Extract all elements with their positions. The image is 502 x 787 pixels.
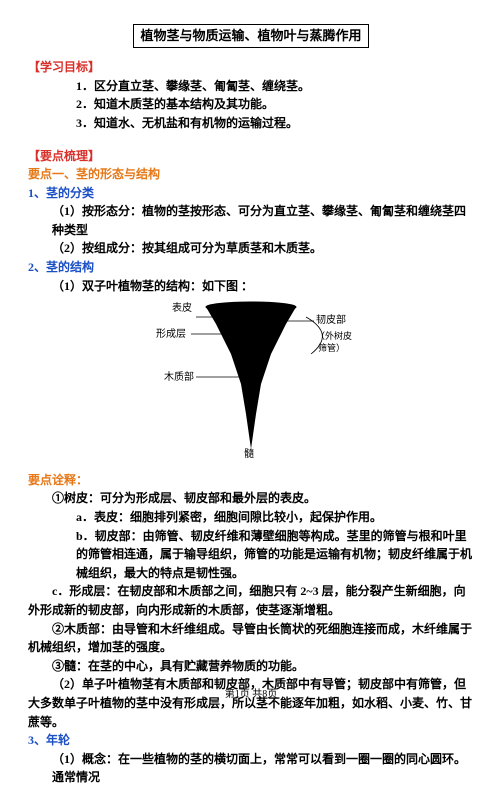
exp-p7: （2）单子叶植物茎有木质部和韧皮部，木质部中有导管；韧皮部中有筛管，但大多数单子… xyxy=(28,675,474,731)
exp-p6: ③髓：在茎的中心，具有贮藏营养物质的功能。 xyxy=(28,657,474,676)
objective-3: 3．知道水、无机盐和有机物的运输过程。 xyxy=(28,114,474,133)
label-bottom: 髓 xyxy=(244,447,254,459)
label-leftlow: 木质部 xyxy=(164,370,194,383)
exp-p2: a．表皮：细胞排列紧密，细胞间隙比较小，起保护作用。 xyxy=(28,508,474,527)
sec1-num: 1、 xyxy=(28,186,46,200)
sec1-title: 1、茎的分类 xyxy=(28,184,474,203)
label-rtop: 韧皮部 xyxy=(316,313,346,326)
exp-p3: b．韧皮部：由筛管、韧皮纤维和薄壁细胞等构成。茎里的筛管与根和叶里的筛管相连通，… xyxy=(28,527,474,583)
exp-p1: ①树皮：可分为形成层、韧皮部和最外层的表皮。 xyxy=(28,489,474,508)
page-title: 植物茎与物质运输、植物叶与蒸腾作用 xyxy=(133,24,368,48)
obj3-text: 知道水、无机盐和有机物的运输过程。 xyxy=(94,116,298,130)
label-rmid2: 筛管） xyxy=(318,342,345,353)
sec2-num: 2、 xyxy=(28,260,46,274)
objectives-header: 【学习目标】 xyxy=(28,58,474,77)
sec1-p1: （1）按形态分：植物的茎按形态、可分为直立茎、攀缘茎、匍匐茎和缠绕茎四种类型 xyxy=(28,202,474,239)
point1-header: 要点一、茎的形态与结构 xyxy=(28,165,474,184)
label-rmid: （外树皮 xyxy=(316,330,352,341)
title-wrap: 植物茎与物质运输、植物叶与蒸腾作用 xyxy=(28,24,474,48)
objective-2: 2．知道木质茎的基本结构及其功能。 xyxy=(28,95,474,114)
label-top: 表皮 xyxy=(172,301,192,314)
sec1-name: 茎的分类 xyxy=(46,186,94,200)
sec3-title: 3、年轮 xyxy=(28,731,474,750)
objective-1: 1．区分直立茎、攀缘茎、匍匐茎、缠绕茎。 xyxy=(28,77,474,96)
sec1-p2: （2）按组成分：按其组成可分为草质茎和木质茎。 xyxy=(28,239,474,258)
outline-header: 【要点梳理】 xyxy=(28,147,474,166)
label-left: 形成层 xyxy=(156,328,186,340)
stem-structure-figure: 表皮 韧皮部 形成层 （外树皮 筛管） 木质部 髓 xyxy=(28,299,474,465)
obj1-text: 区分直立茎、攀缘茎、匍匐茎、缠绕茎。 xyxy=(94,79,310,93)
exp-p5: ②木质部：由导管和木纤维组成。导管由长筒状的死细胞连接而成，木纤维属于机械组织，… xyxy=(28,620,474,657)
page-footer: 第1页 共8页 xyxy=(0,687,502,703)
sec3-num: 3、 xyxy=(28,733,46,747)
sec2-p1: （1）双子叶植物茎的结构：如下图 ： xyxy=(28,277,474,296)
explain-header: 要点诠释： xyxy=(28,471,474,490)
sec2-title: 2、茎的结构 xyxy=(28,258,474,277)
exp-p4: c．形成层：在韧皮部和木质部之间，细胞只有 2~3 层，能分裂产生新细胞，向外形… xyxy=(28,582,474,619)
sec3-p1: （1）概念：在一些植物的茎的横切面上，常常可以看到一圈一圈的同心圆环。通常情况 xyxy=(28,750,474,787)
obj2-text: 知道木质茎的基本结构及其功能。 xyxy=(94,97,274,111)
obj2-num: 2． xyxy=(76,97,94,111)
sec3-name: 年轮 xyxy=(46,733,70,747)
sec2-name: 茎的结构 xyxy=(46,260,94,274)
obj1-num: 1． xyxy=(76,79,94,93)
obj3-num: 3． xyxy=(76,116,94,130)
